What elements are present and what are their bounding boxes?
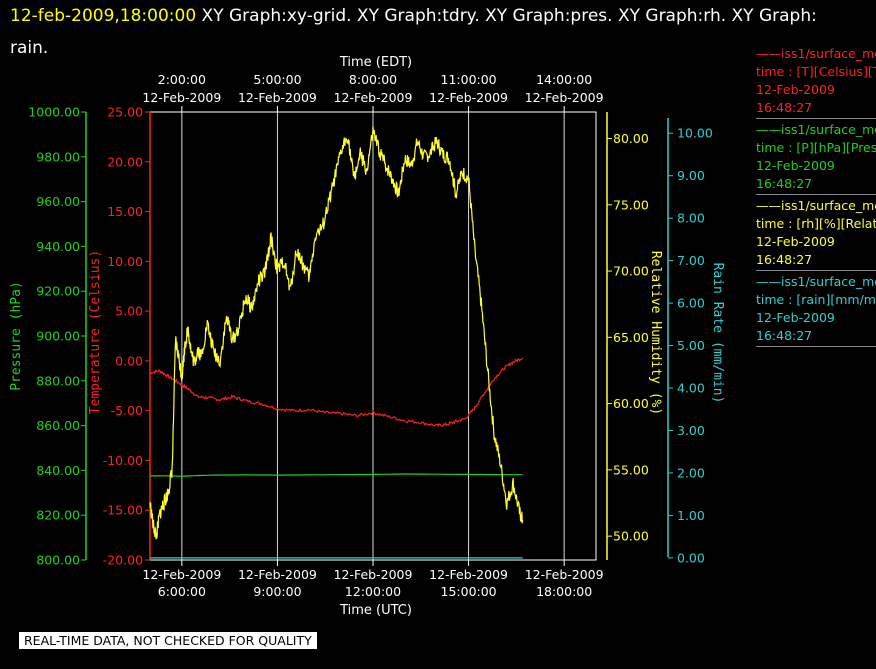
legend-date: 12-Feb-2009 — [756, 310, 835, 325]
pressure-tick-label: 900.00 — [36, 329, 80, 344]
graph-list-title: XY Graph:xy-grid. XY Graph:tdry. XY Grap… — [10, 6, 817, 58]
pressure-tick-label: 820.00 — [36, 508, 80, 523]
pressure-tick-label: 840.00 — [36, 463, 80, 478]
temperature-tick-label: -5.00 — [111, 403, 143, 418]
legend-entry-rain: ——iss1/surface_me time : [rain][mm/min 1… — [756, 273, 876, 347]
temperature-tick-label: 25.00 — [107, 105, 143, 120]
legend-entry-humidity: ——iss1/surface_me time : [rh][%][Relati … — [756, 197, 876, 271]
legend-time: 16:48:27 — [756, 100, 813, 115]
temperature-tick-label: 0.00 — [115, 353, 143, 368]
pressure-tick-label: 920.00 — [36, 284, 80, 299]
series-lines — [149, 126, 524, 559]
pressure-tick-label: 800.00 — [36, 553, 80, 568]
legend-date: 12-Feb-2009 — [756, 82, 835, 97]
temperature-tick-label: 5.00 — [115, 304, 143, 319]
x-tick-label-bottom-time: 12:00:00 — [345, 584, 401, 599]
pressure-tick-label: 860.00 — [36, 418, 80, 433]
x-tick-label-top-date: 12-Feb-2009 — [142, 90, 221, 105]
humidity-tick-label: 75.00 — [613, 197, 649, 212]
humidity-tick-label: 65.00 — [613, 330, 649, 345]
pressure-tick-label: 880.00 — [36, 373, 80, 388]
x-tick-label-bottom-date: 12-Feb-2009 — [429, 567, 508, 582]
x-tick-label-top-time: 11:00:00 — [441, 72, 497, 87]
x-tick-label-bottom-date: 12-Feb-2009 — [525, 567, 604, 582]
x-tick-label-bottom-time: 6:00:00 — [158, 584, 206, 599]
rain-tick-label: 10.00 — [677, 126, 713, 141]
x-tick-label-bottom-time: 9:00:00 — [253, 584, 301, 599]
x-tick-label-top-date: 12-Feb-2009 — [238, 90, 317, 105]
temperature-axis-label: Temperature (Celsius) — [88, 250, 103, 414]
x-tick-label-bottom-date: 12-Feb-2009 — [142, 567, 221, 582]
x-tick-label-top-time: 5:00:00 — [253, 72, 301, 87]
x-tick-label-bottom-date: 12-Feb-2009 — [334, 567, 413, 582]
pressure-tick-label: 960.00 — [36, 194, 80, 209]
temperature-tick-label: 20.00 — [107, 154, 143, 169]
x-axis-label-top: Time (EDT) — [339, 55, 412, 70]
x-tick-label-bottom-time: 18:00:00 — [536, 584, 592, 599]
temperature-tick-label: 15.00 — [107, 204, 143, 219]
x-tick-label-top-date: 12-Feb-2009 — [334, 90, 413, 105]
legend-field: time : [rain][mm/min — [756, 292, 876, 307]
humidity-tick-label: 55.00 — [613, 462, 649, 477]
humidity-tick-label: 60.00 — [613, 396, 649, 411]
legend-field: time : [P][hPa][Pres — [756, 140, 876, 155]
x-tick-label-top-date: 12-Feb-2009 — [525, 90, 604, 105]
x-tick-label-top-date: 12-Feb-2009 — [429, 90, 508, 105]
humidity-axis-label: Relative Humidity (%) — [648, 251, 663, 415]
humidity-tick-label: 70.00 — [613, 264, 649, 279]
x-tick-label-bottom-date: 12-Feb-2009 — [238, 567, 317, 582]
rain-tick-label: 5.00 — [677, 338, 705, 353]
rain-tick-label: 2.00 — [677, 465, 705, 480]
humidity-tick-label: 50.00 — [613, 529, 649, 544]
humidity-series-line — [149, 126, 524, 540]
timestamp-title: 12-feb-2009,18:00:00 — [10, 6, 197, 26]
rain-tick-label: 7.00 — [677, 253, 705, 268]
legend-source: ——iss1/surface_me — [756, 122, 876, 137]
temperature-tick-label: -15.00 — [103, 503, 143, 518]
chart-title-line: 12-feb-2009,18:00:00 XY Graph:xy-grid. X… — [10, 0, 860, 64]
rain-tick-label: 4.00 — [677, 381, 705, 396]
quality-disclaimer: REAL-TIME DATA, NOT CHECKED FOR QUALITY — [19, 632, 317, 649]
rain-tick-label: 0.00 — [677, 550, 705, 565]
pressure-tick-label: 980.00 — [36, 149, 80, 164]
rain-tick-label: 9.00 — [677, 168, 705, 183]
x-tick-label-top-time: 14:00:00 — [536, 72, 592, 87]
x-tick-label-top-time: 2:00:00 — [158, 72, 206, 87]
temperature-tick-label: 10.00 — [107, 254, 143, 269]
legend-entry-pressure: ——iss1/surface_me time : [P][hPa][Pres 1… — [756, 121, 876, 195]
legend-date: 12-Feb-2009 — [756, 234, 835, 249]
legend: ——iss1/surface_me time : [T][Celsius][T … — [756, 45, 876, 349]
pressure-tick-label: 1000.00 — [28, 105, 80, 120]
legend-entry-temperature: ——iss1/surface_me time : [T][Celsius][T … — [756, 45, 876, 119]
legend-source: ——iss1/surface_me — [756, 198, 876, 213]
pressure-axis-label: Pressure (hPa) — [9, 281, 24, 391]
grid-lines — [181, 112, 565, 560]
rain-tick-label: 8.00 — [677, 211, 705, 226]
legend-field: time : [T][Celsius][T — [756, 64, 876, 79]
pressure-series-line — [150, 473, 523, 477]
rain-tick-label: 6.00 — [677, 296, 705, 311]
rain-tick-label: 3.00 — [677, 423, 705, 438]
legend-time: 16:48:27 — [756, 328, 813, 343]
legend-source: ——iss1/surface_me — [756, 274, 876, 289]
legend-time: 16:48:27 — [756, 252, 813, 267]
temperature-tick-label: -20.00 — [103, 553, 143, 568]
x-tick-label-bottom-time: 15:00:00 — [441, 584, 497, 599]
x-axis-label-bottom: Time (UTC) — [339, 603, 412, 618]
rain-tick-label: 1.00 — [677, 508, 705, 523]
legend-time: 16:48:27 — [756, 176, 813, 191]
legend-field: time : [rh][%][Relati — [756, 216, 876, 231]
temperature-tick-label: -10.00 — [103, 453, 143, 468]
rain-axis-label: Rain Rate (mm/min) — [710, 263, 725, 404]
x-tick-label-top-time: 8:00:00 — [349, 72, 397, 87]
legend-date: 12-Feb-2009 — [756, 158, 835, 173]
humidity-tick-label: 80.00 — [613, 131, 649, 146]
legend-source: ——iss1/surface_me — [756, 46, 876, 61]
axes: 12-Feb-2009 6:00:00 2:00:00 12-Feb-2009 12-F… — [28, 72, 713, 599]
temperature-series-line — [149, 357, 524, 428]
pressure-tick-label: 940.00 — [36, 239, 80, 254]
